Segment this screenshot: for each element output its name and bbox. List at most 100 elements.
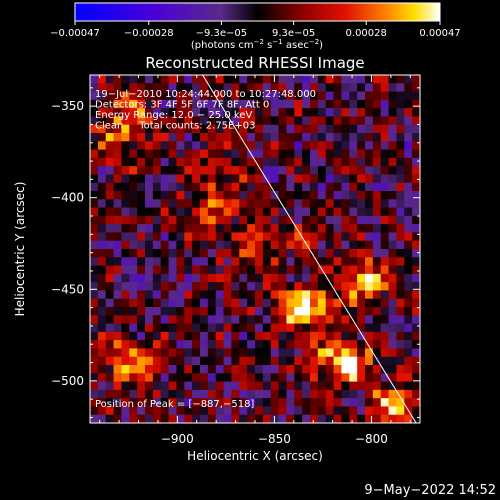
heatmap-cell bbox=[223, 149, 233, 159]
heatmap-cell bbox=[129, 257, 138, 267]
heatmap-cell bbox=[152, 83, 162, 93]
heatmap-cell bbox=[278, 149, 288, 159]
heatmap-cell bbox=[388, 373, 398, 383]
heatmap-cell bbox=[310, 323, 319, 333]
heatmap-cell bbox=[357, 356, 366, 366]
heatmap-cell bbox=[152, 265, 162, 275]
heatmap-cell bbox=[412, 83, 420, 93]
heatmap-cell bbox=[168, 356, 178, 366]
heatmap-cell bbox=[357, 249, 366, 258]
heatmap-cell bbox=[105, 323, 115, 333]
heatmap-cell bbox=[207, 99, 217, 109]
heatmap-cell bbox=[365, 406, 374, 416]
heatmap-cell bbox=[278, 398, 288, 408]
heatmap-cell bbox=[129, 99, 138, 109]
heatmap-cell bbox=[231, 75, 240, 84]
heatmap-cell bbox=[176, 207, 185, 217]
heatmap-cell bbox=[121, 406, 130, 416]
heatmap-cell bbox=[184, 331, 193, 341]
heatmap-cell bbox=[192, 116, 201, 126]
heatmap-cell bbox=[160, 406, 170, 416]
heatmap-cell bbox=[145, 265, 154, 275]
heatmap-cell bbox=[388, 365, 398, 374]
heatmap-cell bbox=[113, 174, 123, 184]
heatmap-cell bbox=[121, 166, 130, 176]
heatmap-cell bbox=[333, 298, 343, 308]
heatmap-cell bbox=[184, 323, 193, 333]
heatmap-cell bbox=[121, 240, 130, 250]
heatmap-cell bbox=[223, 224, 233, 234]
heatmap-cell bbox=[286, 398, 295, 408]
heatmap-cell bbox=[223, 199, 233, 209]
heatmap-cell bbox=[372, 315, 382, 325]
y-tick-label: −400 bbox=[51, 191, 84, 205]
heatmap-cell bbox=[396, 116, 405, 126]
heatmap-cell bbox=[176, 166, 185, 176]
heatmap-cell bbox=[302, 108, 311, 118]
heatmap-cell bbox=[105, 108, 115, 118]
heatmap-cell bbox=[333, 240, 343, 250]
heatmap-cell bbox=[247, 414, 256, 423]
heatmap-cell bbox=[310, 83, 319, 93]
heatmap-cell bbox=[231, 273, 240, 283]
heatmap-cell bbox=[388, 323, 398, 333]
heatmap-cell bbox=[333, 99, 343, 109]
heatmap-cell bbox=[231, 182, 240, 192]
heatmap-cell bbox=[325, 215, 335, 225]
heatmap-cell bbox=[207, 215, 217, 225]
heatmap-cell bbox=[412, 191, 420, 200]
heatmap-cell bbox=[90, 331, 99, 341]
heatmap-cell bbox=[121, 83, 130, 93]
heatmap-cell bbox=[278, 323, 288, 333]
heatmap-cell bbox=[333, 83, 343, 93]
heatmap-cell bbox=[380, 398, 390, 408]
heatmap-cell bbox=[207, 331, 217, 341]
heatmap-cell bbox=[113, 265, 123, 275]
heatmap-cell bbox=[302, 307, 311, 316]
heatmap-cell bbox=[262, 323, 272, 333]
heatmap-cell bbox=[160, 232, 170, 242]
heatmap-cell bbox=[239, 199, 248, 209]
heatmap-cell bbox=[404, 149, 413, 159]
heatmap-cell bbox=[412, 290, 420, 300]
heatmap-cell bbox=[97, 174, 107, 184]
heatmap-cell bbox=[200, 340, 209, 350]
heatmap-cell bbox=[357, 166, 366, 176]
heatmap-cell bbox=[372, 207, 382, 217]
heatmap-cell bbox=[396, 141, 405, 151]
heatmap-cell bbox=[184, 141, 193, 151]
heatmap-cell bbox=[231, 365, 240, 374]
heatmap-cell bbox=[341, 224, 350, 234]
heatmap-cell bbox=[412, 141, 420, 151]
heatmap-cell bbox=[105, 182, 115, 192]
heatmap-cell bbox=[341, 282, 350, 292]
heatmap-cell bbox=[396, 224, 405, 234]
heatmap-cell bbox=[396, 373, 405, 383]
heatmap-cell bbox=[388, 257, 398, 267]
heatmap-cell bbox=[215, 307, 225, 316]
heatmap-cell bbox=[357, 290, 366, 300]
heatmap-cell bbox=[97, 83, 107, 93]
heatmap-cell bbox=[247, 108, 256, 118]
heatmap-cell bbox=[341, 215, 350, 225]
heatmap-cell bbox=[412, 398, 420, 408]
heatmap-cell bbox=[105, 141, 115, 151]
heatmap-cell bbox=[317, 91, 327, 101]
heatmap-cell bbox=[294, 99, 303, 109]
heatmap-cell bbox=[349, 191, 358, 200]
heatmap-cell bbox=[184, 290, 193, 300]
heatmap-cell bbox=[404, 224, 413, 234]
heatmap-cell bbox=[97, 240, 107, 250]
heatmap-cell bbox=[129, 381, 138, 391]
heatmap-cell bbox=[90, 191, 99, 200]
heatmap-cell bbox=[396, 406, 405, 416]
heatmap-cell bbox=[317, 365, 327, 374]
heatmap-cell bbox=[357, 340, 366, 350]
heatmap-cell bbox=[270, 191, 280, 200]
heatmap-cell bbox=[341, 348, 350, 358]
heatmap-cell bbox=[113, 99, 123, 109]
heatmap-cell bbox=[129, 166, 138, 176]
heatmap-cell bbox=[286, 182, 295, 192]
heatmap-cell bbox=[168, 290, 178, 300]
